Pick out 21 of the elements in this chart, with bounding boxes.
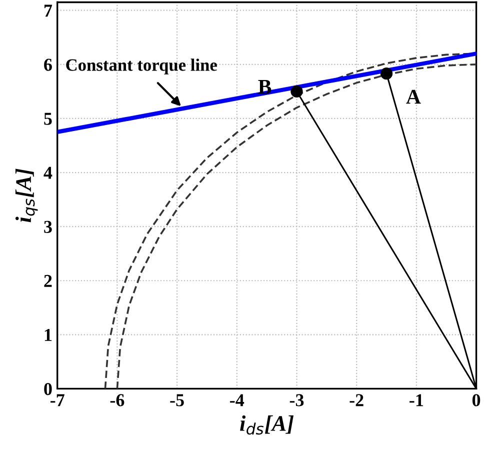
y-tick-label: 6 <box>44 58 52 71</box>
y-tick-label: 7 <box>44 4 52 17</box>
y-tick-label: 5 <box>44 112 52 125</box>
x-tick-label: -5 <box>170 394 184 406</box>
x-tick-label: -1 <box>410 394 424 406</box>
x-tick-label: -7 <box>50 394 64 406</box>
y-axis-title: i$_{qs}$[A] <box>15 168 38 222</box>
x-tick-label: -3 <box>290 394 304 406</box>
y-tick-label: 4 <box>44 166 52 179</box>
annotation: A <box>406 90 421 104</box>
y-tick-label: 3 <box>44 220 52 234</box>
y-tick-label: 2 <box>44 274 52 287</box>
x-tick-label: -6 <box>110 394 124 406</box>
y-tick-label: 1 <box>44 329 52 341</box>
x-axis-title: i$_{ds}$[A] <box>240 415 294 435</box>
x-tick-label: -4 <box>230 394 244 406</box>
annotation: Constant torque line <box>66 58 217 74</box>
y-tick-label: 0 <box>44 382 52 396</box>
x-tick-label: 0 <box>472 394 480 406</box>
x-tick-label: -2 <box>350 394 364 406</box>
annotation: B <box>258 80 272 94</box>
